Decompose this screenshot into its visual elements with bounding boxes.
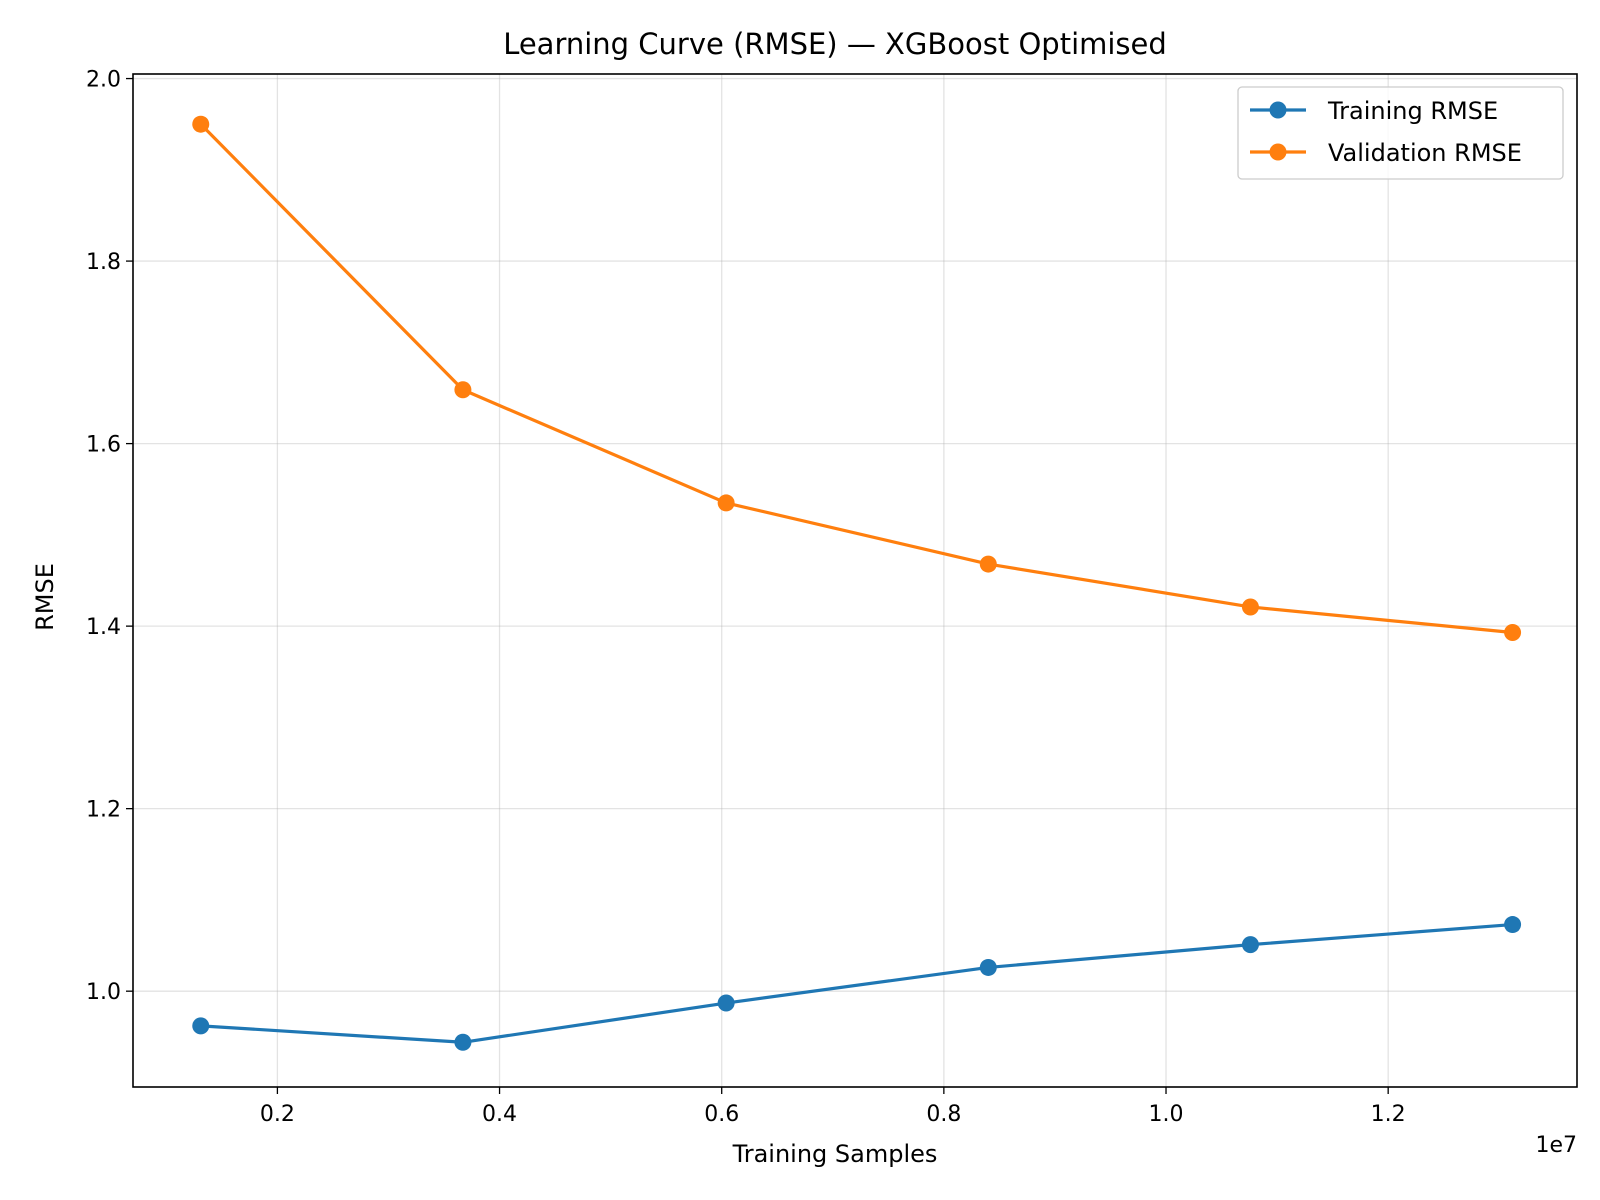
y-axis-label: RMSE [31,563,59,631]
x-tick-label: 1.2 [1371,1102,1406,1127]
series-line-training-rmse [199,922,1515,1044]
series-training-rmse [192,916,1522,1051]
series-validation-rmse [192,115,1522,642]
data-point-validation-rmse [979,555,997,573]
data-point-training-rmse [979,958,997,976]
x-axis-label: Training Samples [732,1140,938,1168]
series-layer [192,115,1522,1051]
y-tick-label: 1.0 [86,980,121,1005]
legend-entries: Training RMSE Validation RMSE [1250,97,1522,167]
legend-marker-swatch [1269,101,1287,119]
x-tick-label: 0.2 [260,1102,295,1127]
x-tick-label: 0.8 [926,1102,961,1127]
y-tick-label: 1.8 [86,250,121,275]
y-tick-label: 2.0 [86,68,121,93]
legend-marker-swatch [1269,143,1287,161]
legend-box [1237,86,1564,180]
legend-label: Validation RMSE [1328,139,1522,167]
data-point-validation-rmse [454,381,472,399]
plot-area-frame [132,73,1578,1088]
series-line-validation-rmse [199,122,1515,635]
legend-entry-training-rmse: Training RMSE [1250,97,1498,125]
legend: Training RMSE Validation RMSE [1237,86,1564,180]
x-tick-label: 1.0 [1149,1102,1184,1127]
legend-label: Training RMSE [1327,97,1498,125]
data-point-training-rmse [717,994,735,1012]
data-point-training-rmse [1504,916,1522,934]
legend-entry-validation-rmse: Validation RMSE [1250,139,1522,167]
y-tick-label: 1.2 [86,798,121,823]
data-point-training-rmse [1241,936,1259,954]
data-point-validation-rmse [1241,598,1259,616]
x-axis-offset-label: 1e7 [1535,1133,1577,1158]
x-tick-label: 0.6 [704,1102,739,1127]
data-point-validation-rmse [717,494,735,512]
grid-lines [133,74,1577,1087]
chart-title: Learning Curve (RMSE) — XGBoost Optimise… [503,27,1167,61]
y-tick-label: 1.4 [86,615,121,640]
data-point-training-rmse [454,1033,472,1051]
x-tick-label: 0.4 [482,1102,517,1127]
data-point-validation-rmse [192,115,210,133]
data-point-validation-rmse [1504,624,1522,642]
data-point-training-rmse [192,1017,210,1035]
axis-ticks: 0.2 0.4 0.6 0.8 1.0 1.2 1.0 1.2 1.4 1.6 1.8 2.0 [86,68,1406,1127]
y-tick-label: 1.6 [86,433,121,458]
